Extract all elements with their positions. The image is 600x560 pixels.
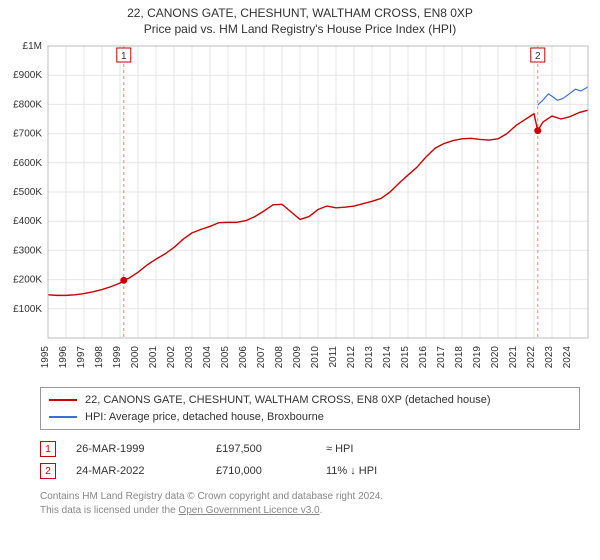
svg-text:£900K: £900K — [13, 70, 42, 81]
transactions-table: 1 26-MAR-1999£197,500≈ HPI 2 24-MAR-2022£71… — [40, 438, 580, 482]
svg-text:£300K: £300K — [13, 245, 42, 256]
txn-row-2: 2 24-MAR-2022£710,00011% ↓ HPI — [40, 460, 580, 482]
svg-text:1999: 1999 — [112, 346, 123, 369]
svg-text:2009: 2009 — [292, 346, 303, 369]
chart-title: 22, CANONS GATE, CHESHUNT, WALTHAM CROSS… — [4, 6, 596, 20]
price-chart: £100K £200K £300K £400K £500K £600K £700K £800K… — [0, 38, 600, 378]
svg-text:2007: 2007 — [256, 346, 267, 369]
svg-text:£400K: £400K — [13, 216, 42, 227]
txn-diff: ≈ HPI — [326, 443, 406, 455]
svg-text:1996: 1996 — [58, 346, 69, 369]
legend-swatch — [49, 416, 77, 418]
svg-text:2006: 2006 — [238, 346, 249, 369]
svg-text:1998: 1998 — [94, 346, 105, 369]
svg-text:2018: 2018 — [454, 346, 465, 369]
txn-marker-badge-2: 2 — [40, 463, 56, 479]
txn-diff: 11% ↓ HPI — [326, 465, 406, 477]
svg-text:2012: 2012 — [346, 346, 357, 369]
svg-text:2022: 2022 — [526, 346, 537, 369]
svg-text:£100K: £100K — [13, 304, 42, 315]
svg-text:1995: 1995 — [40, 346, 51, 369]
svg-text:2: 2 — [535, 51, 541, 62]
txn-price: £710,000 — [216, 465, 326, 477]
svg-text:1997: 1997 — [76, 346, 87, 369]
txn-price: £197,500 — [216, 443, 326, 455]
chart-container: £100K £200K £300K £400K £500K £600K £700K £800K… — [0, 38, 600, 381]
svg-text:2019: 2019 — [472, 346, 483, 369]
txn-date: 26-MAR-1999 — [76, 443, 216, 455]
svg-text:2024: 2024 — [562, 346, 573, 369]
svg-text:£700K: £700K — [13, 129, 42, 140]
svg-text:£500K: £500K — [13, 187, 42, 198]
txn-date: 24-MAR-2022 — [76, 465, 216, 477]
svg-text:1: 1 — [121, 51, 127, 62]
svg-text:£600K: £600K — [13, 158, 42, 169]
svg-text:2023: 2023 — [544, 346, 555, 369]
svg-text:£1M: £1M — [23, 41, 42, 52]
chart-header: 22, CANONS GATE, CHESHUNT, WALTHAM CROSS… — [0, 0, 600, 38]
svg-text:2015: 2015 — [400, 346, 411, 369]
svg-text:2020: 2020 — [490, 346, 501, 369]
svg-text:2021: 2021 — [508, 346, 519, 369]
legend-label: HPI: Average price, detached house, Brox… — [85, 409, 324, 426]
data-attribution: Contains HM Land Registry data © Crown c… — [40, 490, 580, 517]
txn-point-1 — [120, 277, 127, 284]
svg-text:2003: 2003 — [184, 346, 195, 369]
svg-text:£800K: £800K — [13, 99, 42, 110]
svg-text:2010: 2010 — [310, 346, 321, 369]
svg-text:2008: 2008 — [274, 346, 285, 369]
footer-line-1: Contains HM Land Registry data © Crown c… — [40, 490, 580, 504]
licence-link[interactable]: Open Government Licence v3.0 — [178, 505, 319, 516]
chart-subtitle: Price paid vs. HM Land Registry's House … — [4, 22, 596, 36]
svg-text:2000: 2000 — [130, 346, 141, 369]
txn-row-1: 1 26-MAR-1999£197,500≈ HPI — [40, 438, 580, 460]
legend-label: 22, CANONS GATE, CHESHUNT, WALTHAM CROSS… — [85, 392, 491, 409]
txn-point-2 — [534, 127, 541, 134]
svg-text:2005: 2005 — [220, 346, 231, 369]
svg-text:2017: 2017 — [436, 346, 447, 369]
svg-text:2002: 2002 — [166, 346, 177, 369]
legend-item-1: HPI: Average price, detached house, Brox… — [49, 409, 571, 426]
txn-marker-badge-1: 1 — [40, 441, 56, 457]
svg-text:2013: 2013 — [364, 346, 375, 369]
svg-text:2001: 2001 — [148, 346, 159, 369]
svg-text:£200K: £200K — [13, 275, 42, 286]
legend-item-0: 22, CANONS GATE, CHESHUNT, WALTHAM CROSS… — [49, 392, 571, 409]
svg-text:2014: 2014 — [382, 346, 393, 369]
legend-swatch — [49, 399, 77, 401]
footer-line-2: This data is licensed under the Open Gov… — [40, 504, 580, 518]
svg-text:2011: 2011 — [328, 346, 339, 368]
svg-text:2004: 2004 — [202, 346, 213, 369]
legend: 22, CANONS GATE, CHESHUNT, WALTHAM CROSS… — [40, 387, 580, 430]
svg-text:2016: 2016 — [418, 346, 429, 369]
